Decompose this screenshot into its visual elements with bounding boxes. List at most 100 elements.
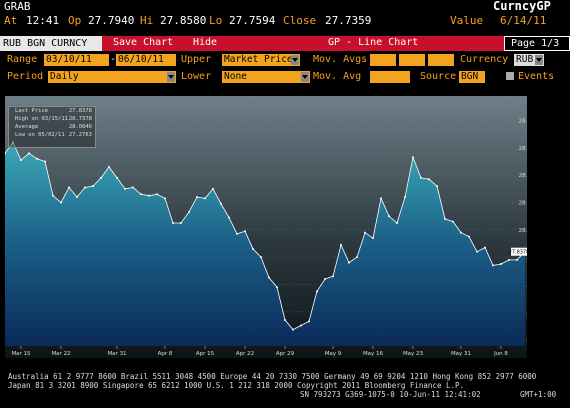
- y-tick-label: 28.8000: [519, 119, 527, 125]
- price-point: [436, 185, 438, 188]
- price-point: [52, 194, 54, 197]
- chevron-down-icon: [167, 72, 175, 82]
- price-point: [204, 197, 206, 200]
- page-indicator[interactable]: Page 1/3: [504, 36, 570, 51]
- price-chart[interactable]: 28.800028.600028.400028.200028.000027.80…: [5, 96, 527, 358]
- lower-label: Lower: [181, 71, 212, 82]
- footer-serial: SN 793273 G369-1075-0 10-Jun-11 12:41:02: [300, 390, 481, 399]
- brand-label: CurncyGP: [493, 0, 551, 13]
- footer-contacts-2: Japan 81 3 3201 8900 Singapore 65 6212 1…: [8, 381, 465, 390]
- range-start-input[interactable]: 03/10/11: [44, 54, 109, 66]
- last-value-tag: [511, 247, 527, 256]
- mov-avgs-label: Mov. Avgs: [313, 54, 368, 65]
- last-value-label: 27.8378: [509, 250, 527, 256]
- chart-title: GP - Line Chart: [328, 37, 419, 48]
- price-point: [348, 261, 350, 264]
- x-tick-label: May 9: [325, 351, 342, 357]
- upper-label: Upper: [181, 54, 212, 65]
- period-label: Period: [7, 71, 44, 82]
- price-point: [228, 216, 230, 219]
- price-point: [332, 275, 334, 278]
- lower-mov-avg-input[interactable]: [370, 71, 410, 83]
- price-point: [324, 278, 326, 281]
- price-point: [220, 202, 222, 205]
- lower-select[interactable]: None: [222, 71, 310, 83]
- legend-item-high: High on 03/15/11 28.7378: [15, 116, 92, 122]
- price-point: [260, 256, 262, 259]
- op-value: 27.7940: [88, 14, 135, 27]
- source-input[interactable]: BGN: [459, 71, 485, 83]
- price-point: [508, 258, 510, 261]
- footer-timezone: GMT+1:00: [520, 390, 557, 399]
- price-point: [108, 165, 110, 168]
- x-tick-label: May 16: [363, 351, 384, 357]
- y-tick-label: 28.2000: [519, 201, 527, 207]
- price-point: [140, 193, 142, 196]
- mov-avg-1-input[interactable]: [370, 54, 396, 66]
- price-point: [468, 235, 470, 238]
- x-tick-label: Apr 29: [276, 351, 295, 357]
- price-point: [452, 220, 454, 223]
- chevron-down-icon: [291, 55, 299, 65]
- price-point: [500, 263, 502, 265]
- x-tick-label: Apr 22: [236, 351, 254, 357]
- price-point: [156, 193, 158, 196]
- events-checkbox[interactable]: [506, 72, 514, 80]
- at-label: At: [4, 14, 18, 27]
- price-point: [284, 319, 286, 322]
- price-point: [252, 247, 254, 250]
- upper-select-value: Market Price: [224, 54, 293, 65]
- price-point: [380, 197, 382, 200]
- price-point: [388, 215, 390, 218]
- price-point: [84, 186, 86, 189]
- at-time: 12:41: [26, 14, 60, 27]
- price-point: [5, 152, 6, 155]
- range-separator: -: [110, 54, 117, 65]
- events-label: Events: [518, 71, 555, 82]
- period-select-value: Daily: [50, 71, 79, 82]
- legend-item-low: Low on 05/02/11 27.2763: [15, 132, 92, 138]
- price-point: [236, 232, 238, 235]
- controls-row-2: Period Daily Lower None Mov. Avg Source …: [0, 70, 570, 85]
- price-point: [36, 157, 38, 160]
- price-point: [372, 237, 374, 240]
- currency-select[interactable]: RUB: [514, 54, 544, 66]
- security-field[interactable]: RUB BGN CURNCY: [0, 36, 102, 51]
- price-point: [444, 217, 446, 220]
- mov-avg-2-input[interactable]: [399, 54, 425, 66]
- price-point: [516, 258, 518, 261]
- value-label: Value: [450, 14, 484, 27]
- controls-row-1: Range 03/10/11 - 06/10/11 Upper Market P…: [0, 53, 570, 68]
- hide-button[interactable]: Hide: [193, 37, 218, 48]
- chevron-down-icon: [301, 72, 309, 82]
- price-area: [5, 142, 525, 346]
- currency-select-value: RUB: [516, 54, 534, 65]
- lower-select-value: None: [224, 71, 247, 82]
- range-end-input[interactable]: 06/10/11: [116, 54, 176, 66]
- price-point: [428, 178, 430, 181]
- x-tick-label: Mar 22: [51, 351, 70, 357]
- lo-label: Lo: [209, 14, 223, 27]
- price-point: [92, 185, 94, 188]
- save-chart-button[interactable]: Save Chart: [113, 37, 174, 48]
- price-point: [148, 194, 150, 197]
- price-point: [28, 152, 30, 155]
- mov-avg-3-input[interactable]: [428, 54, 454, 66]
- chart-legend: Last Price 27.8378 High on 03/15/11 28.737…: [8, 106, 96, 148]
- price-point: [180, 222, 182, 224]
- range-label: Range: [7, 54, 38, 65]
- plot-area: 28.800028.600028.400028.200028.000027.80…: [5, 119, 527, 357]
- price-point: [76, 196, 78, 199]
- upper-select[interactable]: Market Price: [222, 54, 300, 66]
- y-tick-label: 28.6000: [519, 146, 527, 152]
- period-select[interactable]: Daily: [48, 71, 176, 83]
- price-point: [420, 176, 422, 179]
- x-tick-label: May 23: [403, 351, 424, 357]
- price-point: [412, 156, 414, 159]
- lo-value: 27.7594: [229, 14, 276, 27]
- price-point: [356, 256, 358, 259]
- price-point: [316, 290, 318, 293]
- price-point: [460, 231, 462, 234]
- legend-item-last-price: Last Price 27.8378: [15, 108, 92, 114]
- x-tick-label: Apr 8: [158, 351, 173, 357]
